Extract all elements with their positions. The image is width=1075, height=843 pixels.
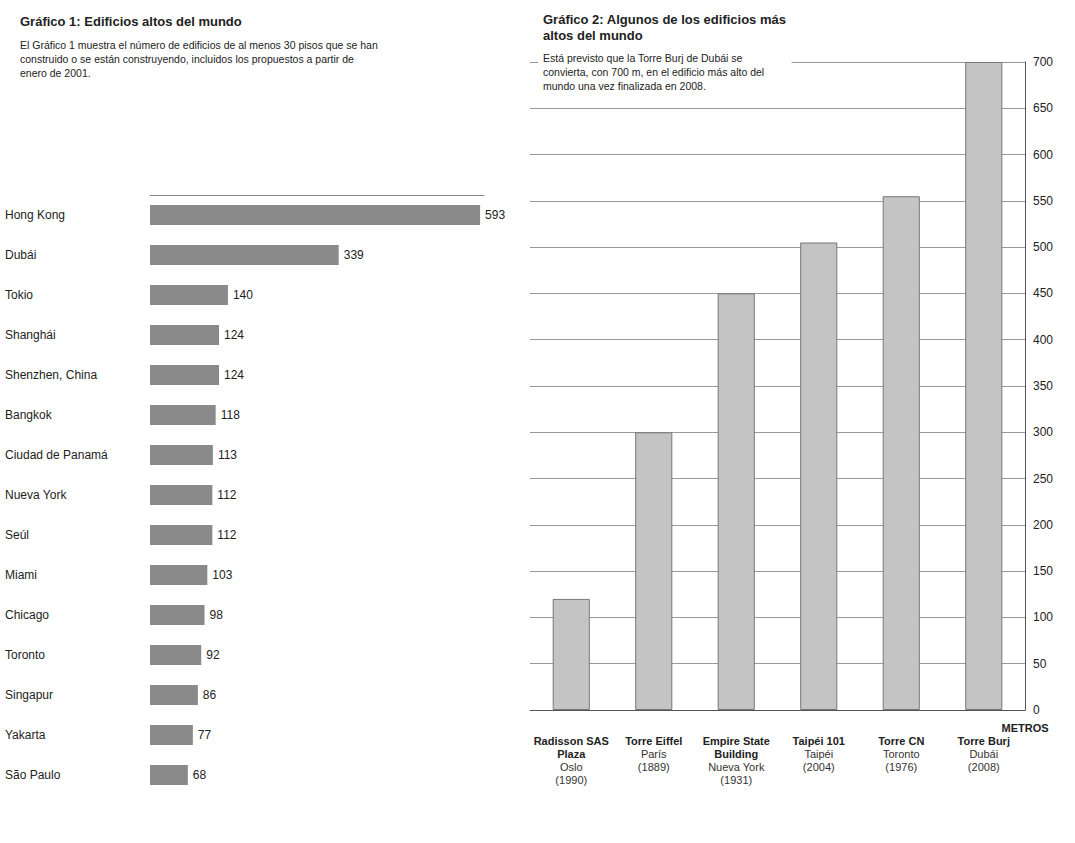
svg-text:Nueva York: Nueva York bbox=[5, 488, 67, 502]
svg-text:Dubái: Dubái bbox=[5, 248, 36, 262]
svg-text:Torre Burj: Torre Burj bbox=[958, 735, 1010, 747]
svg-text:Está previsto que la Torre Bur: Está previsto que la Torre Burj de Dubái… bbox=[543, 52, 743, 64]
svg-text:Torre Eiffel: Torre Eiffel bbox=[625, 735, 682, 747]
svg-text:El Gráfico 1 muestra el número: El Gráfico 1 muestra el número de edific… bbox=[20, 39, 378, 51]
svg-text:140: 140 bbox=[233, 288, 253, 302]
svg-text:650: 650 bbox=[1033, 101, 1053, 115]
svg-text:600: 600 bbox=[1033, 148, 1053, 162]
svg-text:339: 339 bbox=[344, 248, 364, 262]
svg-text:METROS: METROS bbox=[1001, 722, 1048, 734]
svg-text:Chicago: Chicago bbox=[5, 608, 49, 622]
svg-text:Tokio: Tokio bbox=[5, 288, 33, 302]
svg-text:700: 700 bbox=[1033, 55, 1053, 69]
svg-text:Dubái: Dubái bbox=[969, 748, 998, 760]
svg-text:Hong Kong: Hong Kong bbox=[5, 208, 65, 222]
svg-text:(2004): (2004) bbox=[803, 761, 835, 773]
svg-text:(1976): (1976) bbox=[885, 761, 917, 773]
svg-text:124: 124 bbox=[224, 368, 244, 382]
svg-text:París: París bbox=[641, 748, 667, 760]
svg-text:Gráfico 1: Edificios altos del: Gráfico 1: Edificios altos del mundo bbox=[20, 14, 242, 29]
svg-text:Toronto: Toronto bbox=[5, 648, 45, 662]
svg-text:(1889): (1889) bbox=[638, 761, 670, 773]
svg-text:124: 124 bbox=[224, 328, 244, 342]
svg-text:300: 300 bbox=[1033, 425, 1053, 439]
svg-text:150: 150 bbox=[1033, 564, 1053, 578]
svg-text:Gráfico 2: Algunos de los edif: Gráfico 2: Algunos de los edificios más bbox=[543, 12, 786, 27]
svg-text:118: 118 bbox=[221, 408, 240, 422]
svg-text:98: 98 bbox=[210, 608, 224, 622]
svg-text:103: 103 bbox=[212, 568, 232, 582]
svg-text:112: 112 bbox=[217, 488, 236, 502]
svg-text:Seúl: Seúl bbox=[5, 528, 29, 542]
svg-text:construido o se están construy: construido o se están construyendo, incl… bbox=[20, 53, 354, 65]
svg-text:Empire State: Empire State bbox=[703, 735, 770, 747]
svg-text:100: 100 bbox=[1033, 610, 1053, 624]
svg-text:Taipéi: Taipéi bbox=[804, 748, 833, 760]
svg-text:0: 0 bbox=[1033, 703, 1040, 717]
svg-text:convierta, con 700 m, en el ed: convierta, con 700 m, en el edificio más… bbox=[543, 66, 764, 78]
svg-text:Miami: Miami bbox=[5, 568, 37, 582]
svg-text:Shanghái: Shanghái bbox=[5, 328, 56, 342]
svg-text:Oslo: Oslo bbox=[560, 761, 583, 773]
svg-text:77: 77 bbox=[198, 728, 212, 742]
svg-text:Ciudad de Panamá: Ciudad de Panamá bbox=[5, 448, 108, 462]
svg-text:Shenzhen, China: Shenzhen, China bbox=[5, 368, 97, 382]
svg-text:Bangkok: Bangkok bbox=[5, 408, 53, 422]
svg-text:Plaza: Plaza bbox=[557, 748, 586, 760]
svg-text:593: 593 bbox=[485, 208, 505, 222]
svg-text:550: 550 bbox=[1033, 194, 1053, 208]
svg-text:enero de 2001.: enero de 2001. bbox=[20, 67, 91, 79]
svg-text:200: 200 bbox=[1033, 518, 1053, 532]
svg-text:Nueva York: Nueva York bbox=[708, 761, 765, 773]
svg-text:68: 68 bbox=[193, 768, 207, 782]
svg-text:Radisson SAS: Radisson SAS bbox=[534, 735, 609, 747]
svg-text:Toronto: Toronto bbox=[883, 748, 920, 760]
svg-text:450: 450 bbox=[1033, 286, 1053, 300]
svg-text:50: 50 bbox=[1033, 657, 1047, 671]
svg-text:Taipéi 101: Taipéi 101 bbox=[793, 735, 845, 747]
svg-text:92: 92 bbox=[206, 648, 220, 662]
svg-text:Yakarta: Yakarta bbox=[5, 728, 46, 742]
svg-text:Torre CN: Torre CN bbox=[878, 735, 924, 747]
svg-text:Building: Building bbox=[714, 748, 758, 760]
svg-text:250: 250 bbox=[1033, 472, 1053, 486]
svg-text:altos del mundo: altos del mundo bbox=[543, 28, 643, 43]
svg-text:500: 500 bbox=[1033, 240, 1053, 254]
svg-text:mundo una vez finalizada en 20: mundo una vez finalizada en 2008. bbox=[543, 80, 706, 92]
svg-text:112: 112 bbox=[217, 528, 236, 542]
svg-text:(1990): (1990) bbox=[555, 774, 587, 786]
svg-text:Singapur: Singapur bbox=[5, 688, 53, 702]
svg-text:350: 350 bbox=[1033, 379, 1053, 393]
svg-text:(2008): (2008) bbox=[968, 761, 1000, 773]
svg-text:113: 113 bbox=[218, 448, 237, 462]
svg-text:400: 400 bbox=[1033, 333, 1053, 347]
svg-text:86: 86 bbox=[203, 688, 217, 702]
svg-text:São Paulo: São Paulo bbox=[5, 768, 61, 782]
svg-text:(1931): (1931) bbox=[720, 774, 752, 786]
